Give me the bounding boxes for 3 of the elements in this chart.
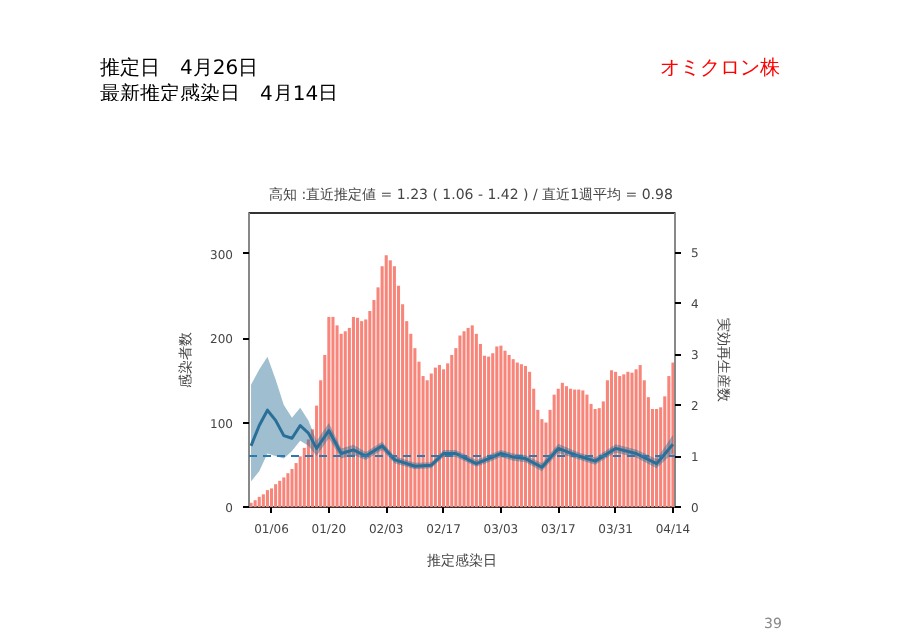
line-series xyxy=(249,408,675,469)
text: 推定日 4月26日 xyxy=(100,58,259,80)
text: オミクロン株 xyxy=(660,58,780,80)
